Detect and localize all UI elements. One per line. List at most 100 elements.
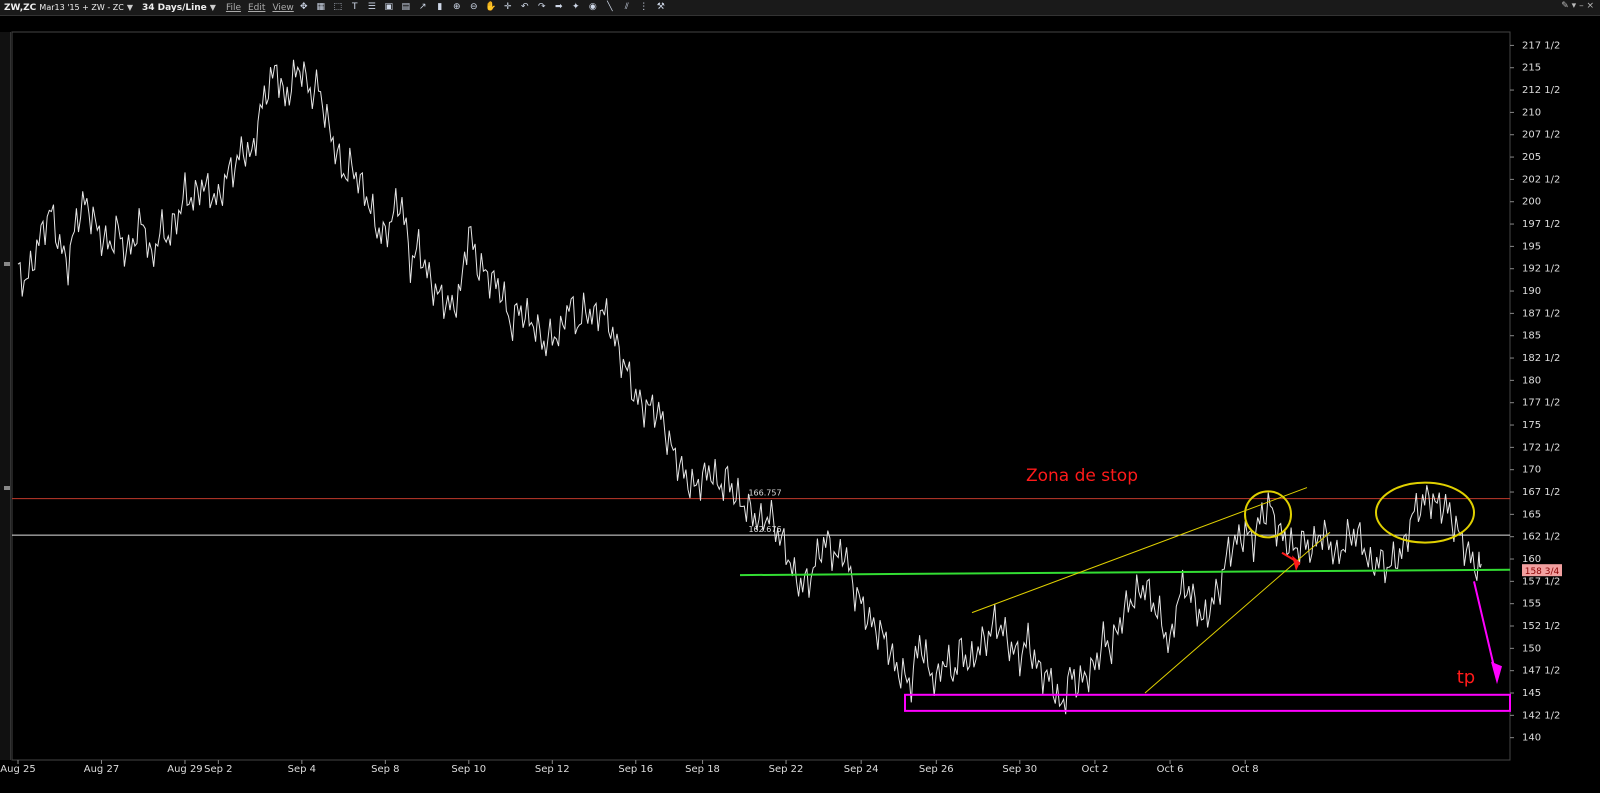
support-trendline bbox=[739, 568, 1511, 577]
plot-frame bbox=[11, 31, 1511, 761]
menu-edit[interactable]: Edit bbox=[248, 2, 266, 13]
lines-tool-icon[interactable]: ⫽ bbox=[624, 2, 629, 12]
draw-line-icon[interactable]: ↗ bbox=[419, 2, 427, 12]
bars-tool-icon[interactable]: ⋮ bbox=[639, 2, 649, 12]
left-marker bbox=[4, 486, 10, 490]
menu-dropdown-icon[interactable]: ▾ bbox=[1571, 1, 1577, 11]
arrow-icon[interactable]: ➡ bbox=[555, 2, 563, 12]
properties-icon[interactable]: ☰ bbox=[367, 2, 376, 12]
symbol-label[interactable]: ZW,ZC Mar13 '15 + ZW - ZC bbox=[4, 3, 124, 13]
x-tick-label: Sep 18 bbox=[685, 764, 720, 775]
text-icon[interactable]: T bbox=[352, 2, 358, 12]
y-tick-label: 177 1/2 bbox=[1522, 398, 1560, 409]
y-tick-label: 152 1/2 bbox=[1522, 621, 1560, 632]
toolbar-right-icons: ✎ ▾ – × bbox=[1561, 1, 1594, 11]
y-tick-label: 190 bbox=[1522, 286, 1541, 297]
layout-icon[interactable]: ▤ bbox=[401, 2, 411, 12]
y-tick-label: 157 1/2 bbox=[1522, 576, 1560, 587]
x-tick-label: Sep 30 bbox=[1002, 764, 1037, 775]
crosshair-cursor-icon[interactable]: ✛ bbox=[504, 2, 512, 12]
x-tick-label: Oct 2 bbox=[1082, 764, 1109, 775]
x-tick-label: Aug 25 bbox=[0, 764, 35, 775]
menu-view[interactable]: View bbox=[272, 2, 294, 13]
left-marker bbox=[4, 262, 10, 266]
grid-icon[interactable]: ▦ bbox=[316, 2, 326, 12]
wrench-icon[interactable]: ✎ bbox=[1561, 1, 1569, 11]
y-tick-label: 202 1/2 bbox=[1522, 174, 1560, 185]
highlight-ellipse bbox=[1375, 481, 1475, 544]
y-tick-label: 175 bbox=[1522, 420, 1541, 431]
target-zone-box bbox=[904, 693, 1511, 712]
y-tick-label: 165 bbox=[1522, 509, 1541, 520]
x-tick-label: Sep 2 bbox=[204, 764, 232, 775]
x-tick-label: Sep 12 bbox=[535, 764, 570, 775]
y-tick-label: 200 bbox=[1522, 197, 1541, 208]
left-scroll-bar[interactable] bbox=[0, 32, 11, 760]
y-tick-label: 185 bbox=[1522, 331, 1541, 342]
y-tick-label: 207 1/2 bbox=[1522, 130, 1560, 141]
last-price-label: 158 3/4 bbox=[1525, 567, 1560, 577]
lower-trendline bbox=[1144, 531, 1331, 694]
minimize-icon[interactable]: – bbox=[1579, 1, 1584, 11]
x-tick-label: Sep 10 bbox=[451, 764, 486, 775]
y-tick-label: 162 1/2 bbox=[1522, 532, 1560, 543]
target-annotation: tp bbox=[1457, 667, 1475, 688]
y-tick-label: 142 1/2 bbox=[1522, 710, 1560, 721]
image-icon[interactable]: ▣ bbox=[384, 2, 394, 12]
target-arrow-head bbox=[1491, 661, 1502, 685]
zoom-out-icon[interactable]: ⊖ bbox=[470, 2, 478, 12]
y-tick-label: 195 bbox=[1522, 241, 1541, 252]
zoom-box-icon[interactable]: ⬚ bbox=[333, 2, 343, 12]
price-series-line bbox=[17, 59, 1482, 715]
y-tick-label: 155 bbox=[1522, 599, 1541, 610]
highlight-ellipse bbox=[1244, 490, 1292, 539]
x-tick-label: Oct 8 bbox=[1232, 764, 1259, 775]
wand-icon[interactable]: ✦ bbox=[572, 2, 580, 12]
y-tick-label: 187 1/2 bbox=[1522, 308, 1560, 319]
x-tick-label: Sep 22 bbox=[769, 764, 804, 775]
y-tick-label: 205 bbox=[1522, 152, 1541, 163]
last-price-badge bbox=[1522, 564, 1562, 577]
y-tick-label: 180 bbox=[1522, 375, 1541, 386]
close-icon[interactable]: × bbox=[1586, 1, 1594, 11]
toolbar-icons: ✥ ▦ ⬚ T ☰ ▣ ▤ ↗ ▮ ⊕ ⊖ ✋ ✛ ↶ ↷ ➡ ✦ ◉ ╲ ⫽ ⋮ ⚒ bbox=[298, 2, 672, 13]
x-tick-label: Oct 6 bbox=[1157, 764, 1184, 775]
bar-chart-icon[interactable]: ▮ bbox=[437, 2, 443, 12]
redo-icon[interactable]: ↷ bbox=[538, 2, 546, 12]
crosshair-icon[interactable]: ✥ bbox=[300, 2, 308, 12]
x-tick-label: Sep 24 bbox=[844, 764, 879, 775]
palette-icon[interactable]: ◉ bbox=[588, 2, 597, 12]
symbol-name: ZW,ZC bbox=[4, 2, 37, 13]
y-tick-label: 145 bbox=[1522, 688, 1541, 699]
x-tick-label: Aug 29 bbox=[167, 764, 202, 775]
y-tick-label: 140 bbox=[1522, 733, 1541, 744]
x-tick-label: Sep 26 bbox=[919, 764, 954, 775]
stop-line-label: 166.757 bbox=[748, 489, 781, 498]
wrench-icon[interactable]: ⚒ bbox=[656, 2, 665, 12]
y-tick-label: 167 1/2 bbox=[1522, 487, 1560, 498]
menu-file[interactable]: File bbox=[225, 2, 241, 13]
y-tick-label: 182 1/2 bbox=[1522, 353, 1560, 364]
upper-trendline bbox=[971, 487, 1308, 614]
y-tick-label: 215 bbox=[1522, 63, 1541, 74]
y-tick-label: 170 bbox=[1522, 465, 1541, 476]
zoom-in-icon[interactable]: ⊕ bbox=[453, 2, 461, 12]
hand-icon[interactable]: ✋ bbox=[485, 2, 497, 12]
period-selector[interactable]: 34 Days/Line bbox=[142, 2, 207, 13]
symbol-detail: Mar13 '15 + ZW - ZC bbox=[39, 2, 124, 12]
y-tick-label: 210 bbox=[1522, 107, 1541, 118]
y-tick-label: 192 1/2 bbox=[1522, 264, 1560, 275]
undo-icon[interactable]: ↶ bbox=[521, 2, 529, 12]
line-tool-icon[interactable]: ╲ bbox=[607, 2, 613, 12]
x-tick-label: Sep 4 bbox=[288, 764, 316, 775]
target-arrow-line bbox=[1473, 581, 1497, 676]
period-dropdown-icon[interactable]: ▼ bbox=[209, 3, 216, 12]
y-tick-label: 150 bbox=[1522, 643, 1541, 654]
y-tick-label: 217 1/2 bbox=[1522, 40, 1560, 51]
symbol-dropdown-icon[interactable]: ▼ bbox=[126, 3, 133, 12]
y-tick-label: 212 1/2 bbox=[1522, 85, 1560, 96]
stop-zone-annotation: Zona de stop bbox=[1026, 466, 1138, 486]
red-arrow-head bbox=[1292, 555, 1300, 571]
chart-toolbar: ZW,ZC Mar13 '15 + ZW - ZC ▼ 34 Days/Line… bbox=[0, 0, 1600, 16]
